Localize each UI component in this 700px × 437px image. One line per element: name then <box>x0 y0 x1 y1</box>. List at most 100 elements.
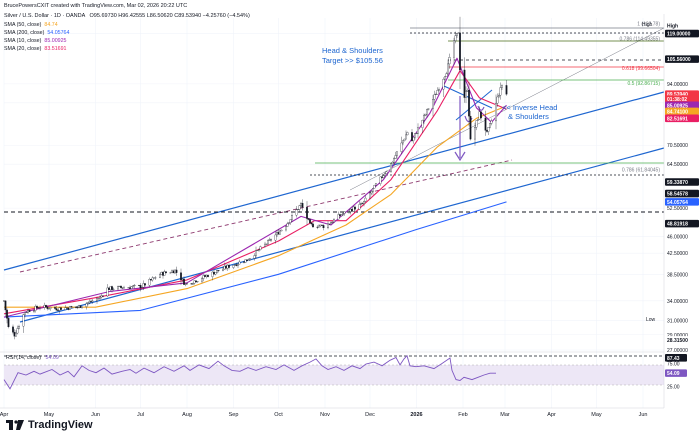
candle-body <box>216 270 218 273</box>
price-tag-bg <box>665 178 699 186</box>
rsi-tag-bg <box>665 353 687 362</box>
candle-body <box>222 268 224 272</box>
candle-body <box>244 259 247 263</box>
candle-body <box>159 274 161 278</box>
candle-body <box>249 258 251 260</box>
candle-body <box>321 224 323 226</box>
candle-body <box>469 115 472 140</box>
time-label: Jun <box>91 412 100 418</box>
candle-body <box>18 326 20 329</box>
candle-body <box>445 73 448 77</box>
price-tag: 48.81918 <box>667 222 688 228</box>
time-label: Feb <box>458 412 467 418</box>
candle-body <box>258 249 260 251</box>
rsi-tick: 75.00 <box>667 362 680 368</box>
ohlc-values: O95.69730 H96.42555 L86.50620 C89.53940 … <box>89 13 250 19</box>
price-tag-bg <box>665 95 699 103</box>
candle-body <box>186 283 188 285</box>
legend-item[interactable]: SMA (50, close) 84.74 <box>4 22 58 29</box>
candle-body <box>39 307 41 309</box>
fib-label: 1 (122.78) <box>637 21 660 27</box>
time-label: Sep <box>229 412 239 418</box>
candle-body <box>319 224 322 227</box>
candle-body <box>150 279 152 281</box>
price-tag-bg <box>665 29 699 38</box>
candle-body <box>351 209 353 212</box>
ihs-neckline <box>455 89 493 121</box>
rsi-legend: RSI (14, close) 54.09 <box>6 355 59 362</box>
candle-body <box>421 120 424 128</box>
candle-body <box>298 205 301 210</box>
candle-body <box>45 305 47 308</box>
candle-body <box>322 225 325 229</box>
price-tag-bg <box>665 107 699 116</box>
price-tick: 27.00000 <box>667 348 688 354</box>
sma-line <box>3 70 507 315</box>
time-label: Mar <box>500 412 510 418</box>
candle-body <box>337 214 340 220</box>
price-tag-bg <box>665 114 699 123</box>
candle-body <box>370 191 373 194</box>
candle-body <box>454 35 457 41</box>
candle-body <box>264 243 266 247</box>
tradingview-logo[interactable]: TradingView <box>6 419 93 431</box>
candle-body <box>256 250 259 251</box>
candle-body <box>225 265 227 269</box>
candle-body <box>24 312 26 315</box>
price-tag-bg <box>665 189 699 198</box>
candle-body <box>414 133 416 138</box>
drawings <box>3 27 665 323</box>
legend-label: SMA (50, close) <box>4 22 42 28</box>
rsi-line <box>3 354 496 390</box>
price-tag: 82.51691 <box>667 116 688 122</box>
candle-body <box>496 96 499 104</box>
candle-body <box>12 326 14 333</box>
candle-body <box>270 239 272 241</box>
price-tag: 84.74100 <box>667 109 688 115</box>
hs-label-1: Head & Shoulders <box>322 46 383 55</box>
candle-body <box>396 151 398 156</box>
legend-value: 83.51691 <box>44 46 67 52</box>
candle-body <box>22 314 25 327</box>
candle-body <box>109 286 112 290</box>
price-tag-bg <box>665 21 699 30</box>
candle-body <box>277 232 280 235</box>
candle-body <box>192 283 194 285</box>
candle-body <box>369 192 371 199</box>
candle-body <box>172 270 175 274</box>
candle-body <box>448 57 451 65</box>
candle-body <box>300 203 302 206</box>
legend-item[interactable]: SMA (10, close) 85.00925 <box>4 38 66 45</box>
price-tag: 54.05764 <box>667 200 688 206</box>
candle-body <box>202 275 205 279</box>
legend-item[interactable]: SMA (20, close) 83.51691 <box>4 46 66 53</box>
candle-body <box>331 221 334 223</box>
candle-body <box>34 306 37 311</box>
brand-text: TradingView <box>28 419 93 431</box>
candle-body <box>330 222 332 225</box>
candle-body <box>390 163 392 172</box>
candle-body <box>118 285 121 287</box>
candle-body <box>205 275 208 277</box>
candle-body <box>358 204 361 210</box>
candle-body <box>46 306 49 309</box>
candle-body <box>349 209 352 212</box>
ihs-label-2: & Shoulders <box>508 112 549 121</box>
candle-body <box>106 287 109 297</box>
candle-body <box>274 234 277 241</box>
sma-lines <box>3 57 507 318</box>
candle-body <box>301 203 304 208</box>
candle-body <box>268 239 271 241</box>
rsi-tag: 87.43 <box>667 356 680 362</box>
candle-body <box>234 264 236 266</box>
candle-body <box>310 222 313 225</box>
candle-body <box>33 310 35 312</box>
candle-body <box>132 285 134 287</box>
time-label: Aug <box>182 412 192 418</box>
candle-body <box>27 310 29 313</box>
midline-dashed <box>19 159 513 273</box>
sma-line <box>4 105 507 308</box>
candle-body <box>144 283 146 286</box>
legend-item[interactable]: SMA (200, close) 54.05764 <box>4 30 69 37</box>
candle-body <box>228 265 230 268</box>
